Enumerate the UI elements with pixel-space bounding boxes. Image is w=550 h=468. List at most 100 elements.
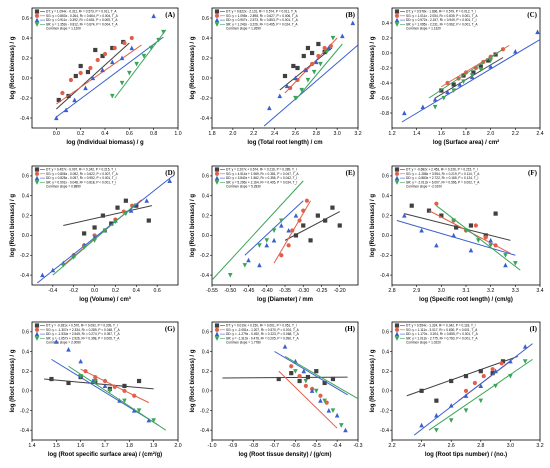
x-tick-label: 1.4 bbox=[413, 131, 420, 137]
y-axis-label: log (Root biomass) / g bbox=[10, 349, 16, 412]
legend-marker bbox=[394, 22, 400, 27]
data-point bbox=[445, 80, 450, 86]
data-point bbox=[451, 88, 456, 94]
legend-marker bbox=[214, 13, 220, 18]
x-tick-label: -0.55 bbox=[206, 288, 218, 294]
regression-line bbox=[428, 48, 504, 99]
data-point bbox=[310, 61, 315, 67]
legend-marker bbox=[214, 331, 220, 337]
data-point bbox=[123, 211, 129, 217]
data-point bbox=[469, 73, 475, 79]
data-point bbox=[409, 203, 414, 208]
legend-entry: SR: y = 1.013x - 2.775, R² = 0.760, P < … bbox=[406, 336, 478, 340]
series-sr bbox=[52, 203, 137, 276]
data-point bbox=[503, 262, 508, 268]
regression-line bbox=[401, 39, 540, 123]
y-tick-label: 0.2 bbox=[22, 369, 29, 375]
data-point bbox=[451, 218, 456, 224]
regression-line bbox=[51, 358, 159, 426]
data-point bbox=[293, 369, 298, 374]
plot-area bbox=[263, 20, 358, 127]
data-point bbox=[73, 73, 78, 79]
data-point bbox=[60, 263, 66, 268]
data-point bbox=[513, 261, 518, 266]
y-tick-label: 0.4 bbox=[22, 349, 29, 355]
data-point bbox=[463, 373, 469, 379]
legend-marker bbox=[34, 167, 40, 172]
y-tick-label: 0.4 bbox=[202, 349, 209, 355]
x-tick-label: -0.8 bbox=[249, 443, 258, 449]
legend-marker bbox=[34, 9, 40, 14]
legend-entry: DD: y = 0.828x - 0.057, R² = 0.952, P < … bbox=[46, 176, 117, 180]
data-point bbox=[350, 20, 356, 26]
y-tick-label: 0.2 bbox=[382, 213, 389, 219]
data-point bbox=[66, 347, 71, 352]
legend-entry: SR: y = 5.296x + 2.164, R² = 0.405, P = … bbox=[226, 180, 297, 184]
panel-label: (D) bbox=[165, 169, 175, 177]
data-point bbox=[56, 97, 61, 103]
x-tick-label: 2.6 bbox=[292, 131, 299, 137]
series-dd bbox=[54, 13, 164, 121]
data-point bbox=[500, 359, 506, 364]
series-sr bbox=[212, 180, 304, 281]
data-point bbox=[279, 222, 284, 228]
y-tick-label: 0.4 bbox=[22, 194, 29, 200]
data-point bbox=[445, 89, 450, 95]
series-dd bbox=[413, 343, 533, 436]
series-dt bbox=[406, 355, 518, 403]
y-tick-label: 0.0 bbox=[382, 389, 389, 395]
data-point bbox=[503, 253, 508, 258]
regression-line bbox=[114, 29, 167, 99]
data-point bbox=[478, 398, 484, 404]
data-point bbox=[88, 65, 93, 71]
regression-line bbox=[68, 365, 167, 431]
data-point bbox=[493, 383, 498, 389]
plot-area bbox=[212, 180, 342, 281]
data-point bbox=[284, 83, 290, 89]
legend-entry: SG: y = 0.806x - 0.052, R² = 0.622, P = … bbox=[46, 172, 119, 176]
legend: DT: y = 0.554x - 1.324, R² = 0.342, P = … bbox=[394, 323, 479, 345]
x-tick-label: 1.6 bbox=[77, 443, 84, 449]
data-point bbox=[54, 339, 59, 344]
data-point bbox=[402, 110, 407, 116]
data-point bbox=[161, 29, 166, 35]
y-tick-label: 0.0 bbox=[382, 233, 389, 239]
x-tick-label: -0.4 bbox=[333, 443, 342, 449]
plot-area bbox=[401, 29, 540, 123]
data-point bbox=[129, 45, 135, 51]
legend-marker bbox=[214, 22, 220, 27]
series-sg bbox=[278, 364, 338, 429]
data-point bbox=[71, 255, 77, 260]
legend-entry: SG: y = 0.853x - 0.264, R² = 0.664, P = … bbox=[46, 14, 119, 18]
legend-entry: DT: y = 2.207x + 0.674, R² = 0.216, P = … bbox=[226, 168, 297, 172]
data-point bbox=[279, 253, 284, 258]
x-tick-label: -0.20 bbox=[334, 288, 346, 294]
data-point bbox=[308, 238, 313, 243]
data-point bbox=[297, 378, 302, 384]
legend-entry: SG: y = -1.307x + 2.334, R² = 0.289, P =… bbox=[46, 328, 120, 332]
regression-line bbox=[284, 211, 340, 241]
data-point bbox=[419, 422, 424, 428]
y-tick-label: -0.4 bbox=[200, 116, 209, 122]
data-point bbox=[434, 398, 439, 403]
y-tick-label: 0.2 bbox=[382, 369, 389, 375]
x-tick-label: 2.4 bbox=[271, 131, 278, 137]
data-point bbox=[151, 13, 156, 19]
legend-marker bbox=[214, 167, 220, 172]
data-point bbox=[279, 218, 284, 224]
data-point bbox=[318, 398, 323, 403]
legend-marker bbox=[34, 336, 40, 341]
legend-marker bbox=[394, 331, 400, 337]
x-tick-label: 2.9 bbox=[413, 288, 420, 294]
plot-area bbox=[406, 343, 533, 436]
regression-line bbox=[274, 351, 348, 396]
series-sr bbox=[293, 35, 343, 101]
y-tick-label: -0.2 bbox=[380, 408, 389, 414]
x-tick-label: 2.8 bbox=[477, 443, 484, 449]
regression-line bbox=[263, 44, 358, 127]
data-point bbox=[481, 373, 486, 379]
data-point bbox=[288, 85, 293, 91]
legend-marker bbox=[214, 9, 220, 14]
data-point bbox=[513, 48, 518, 54]
data-point bbox=[303, 378, 309, 384]
